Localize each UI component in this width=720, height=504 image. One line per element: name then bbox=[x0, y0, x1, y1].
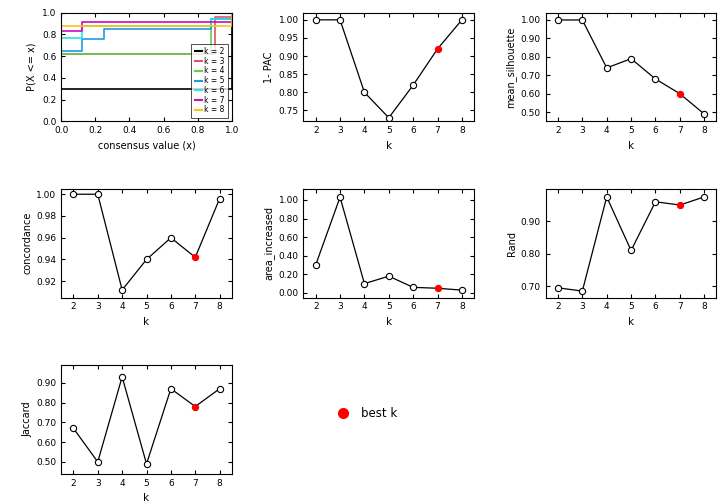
X-axis label: k: k bbox=[628, 317, 634, 327]
Legend: best k: best k bbox=[326, 403, 402, 425]
Y-axis label: 1- PAC: 1- PAC bbox=[264, 51, 274, 83]
Y-axis label: Rand: Rand bbox=[507, 231, 517, 256]
Y-axis label: area_increased: area_increased bbox=[264, 206, 274, 280]
Y-axis label: mean_silhouette: mean_silhouette bbox=[505, 26, 517, 108]
X-axis label: consensus value (x): consensus value (x) bbox=[98, 141, 195, 151]
X-axis label: k: k bbox=[143, 317, 150, 327]
X-axis label: k: k bbox=[628, 141, 634, 151]
X-axis label: k: k bbox=[386, 141, 392, 151]
Y-axis label: concordance: concordance bbox=[22, 212, 32, 274]
Y-axis label: Jaccard: Jaccard bbox=[22, 402, 32, 437]
Legend: k = 2, k = 3, k = 4, k = 5, k = 6, k = 7, k = 8: k = 2, k = 3, k = 4, k = 5, k = 6, k = 7… bbox=[192, 44, 228, 117]
X-axis label: k: k bbox=[386, 317, 392, 327]
X-axis label: k: k bbox=[143, 493, 150, 503]
Y-axis label: P(X <= x): P(X <= x) bbox=[27, 43, 37, 91]
